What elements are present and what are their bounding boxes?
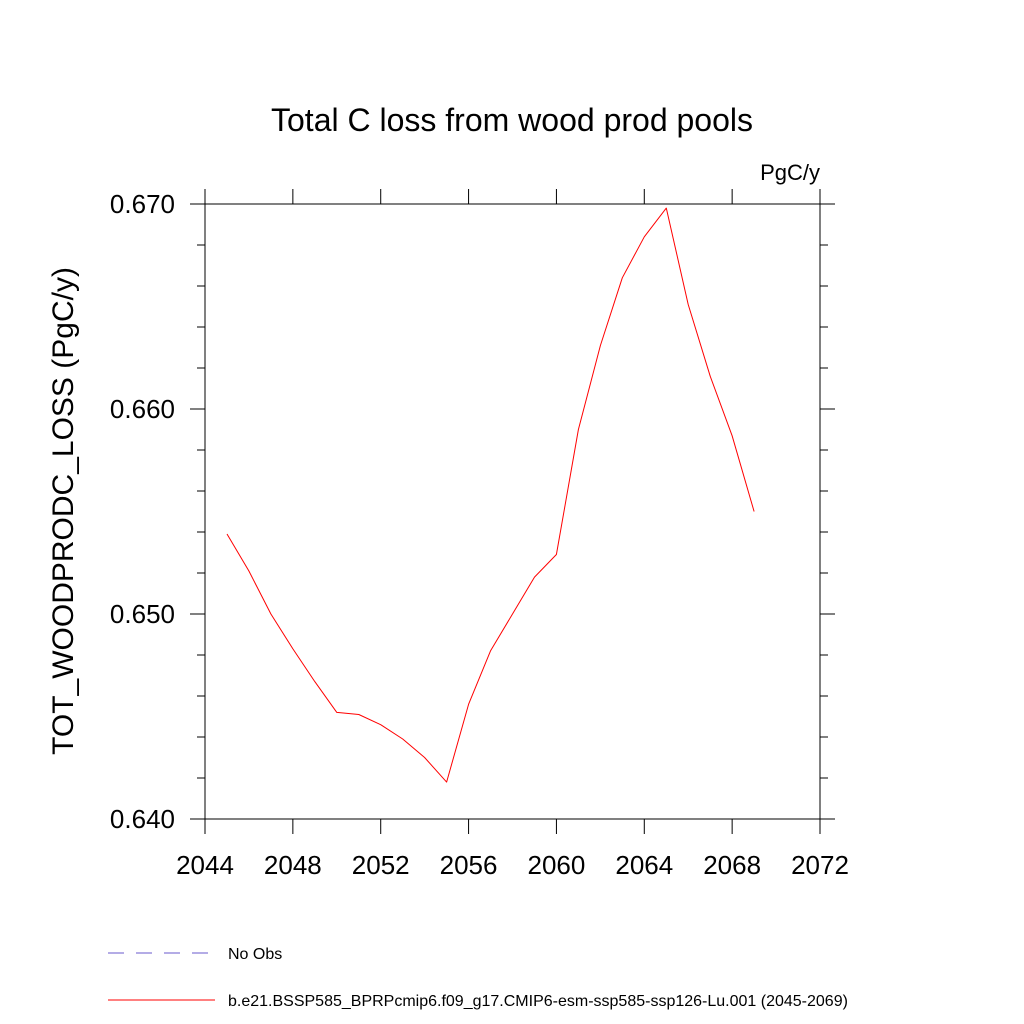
x-tick-label: 2060 — [528, 850, 586, 880]
x-tick-label: 2052 — [352, 850, 410, 880]
y-tick-label: 0.670 — [110, 189, 175, 219]
y-axis-label: TOT_WOODPRODC_LOSS (PgC/y) — [47, 267, 80, 755]
tick-labels: 2044 2048 2052 2056 2060 2064 2068 2072 0.640 0.6… — [110, 189, 849, 880]
x-tick-label: 2048 — [264, 850, 322, 880]
units-label: PgC/y — [760, 160, 820, 185]
x-tick-label: 2068 — [703, 850, 761, 880]
y-tick-label: 0.650 — [110, 599, 175, 629]
x-tick-label: 2064 — [615, 850, 673, 880]
series-layer — [226, 207, 755, 783]
plot-frame — [204, 203, 821, 820]
chart-title: Total C loss from wood prod pools — [271, 102, 753, 138]
axis-ticks — [190, 189, 835, 834]
legend-label-no-obs: No Obs — [228, 946, 282, 963]
x-tick-label: 2044 — [176, 850, 234, 880]
y-tick-label: 0.660 — [110, 394, 175, 424]
legend: No Obs b.e21.BSSP585_BPRPcmip6.f09_g17.C… — [108, 946, 848, 1010]
x-tick-label: 2056 — [440, 850, 498, 880]
y-tick-label: 0.640 — [110, 804, 175, 834]
x-tick-label: 2072 — [791, 850, 849, 880]
legend-label-model-run: b.e21.BSSP585_BPRPcmip6.f09_g17.CMIP6-es… — [228, 993, 848, 1010]
series-line — [226, 207, 755, 783]
